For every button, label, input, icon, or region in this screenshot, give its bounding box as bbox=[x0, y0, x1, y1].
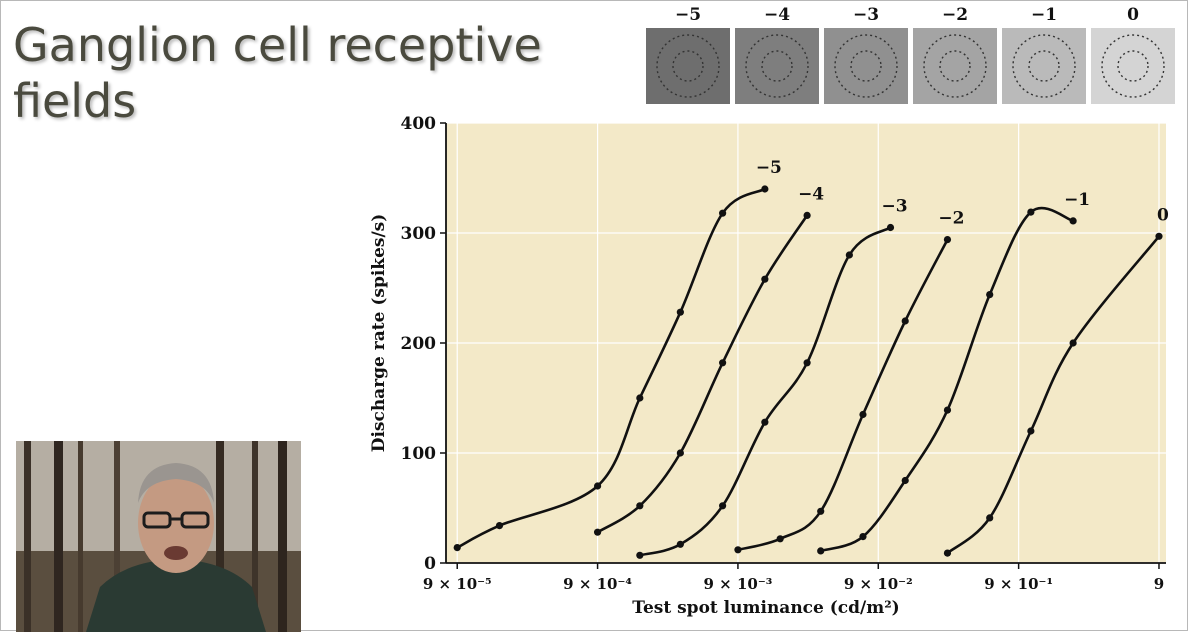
x-tick-label: 9 × 10⁻² bbox=[844, 575, 913, 593]
swatch-label: −2 bbox=[941, 5, 969, 25]
series-line: −5 bbox=[453, 158, 782, 552]
data-point bbox=[761, 418, 769, 426]
data-point bbox=[817, 507, 825, 515]
slide-title: Ganglion cell receptive fields bbox=[13, 18, 542, 128]
data-point bbox=[817, 547, 825, 555]
swatch-label: −4 bbox=[763, 5, 791, 25]
data-point bbox=[943, 406, 952, 414]
x-tick-label: 9 × 10⁻⁵ bbox=[423, 575, 492, 593]
data-point bbox=[803, 211, 811, 219]
data-point bbox=[453, 544, 461, 552]
data-point bbox=[1069, 339, 1077, 347]
data-point bbox=[943, 549, 952, 557]
data-point bbox=[636, 551, 644, 559]
x-tick-label: 9 × 10⁻⁴ bbox=[563, 575, 632, 593]
data-point bbox=[901, 476, 909, 485]
data-point bbox=[803, 359, 811, 367]
data-point bbox=[986, 514, 994, 522]
data-point bbox=[676, 540, 684, 548]
data-point bbox=[719, 502, 727, 510]
series-line: 0 bbox=[943, 205, 1169, 557]
data-point bbox=[719, 209, 727, 217]
stimulus-swatches: −5 −4 −3 −2 −1 0 bbox=[646, 1, 1186, 105]
swatch-label: −3 bbox=[852, 5, 880, 25]
series-curve bbox=[946, 235, 1160, 555]
series-line: −1 bbox=[817, 190, 1090, 555]
y-axis-label: Discharge rate (spikes/s) bbox=[369, 214, 389, 453]
data-point bbox=[593, 528, 602, 536]
data-point bbox=[676, 308, 684, 316]
y-tick-label: 200 bbox=[401, 334, 437, 354]
stimulus-swatch bbox=[735, 28, 819, 104]
data-point bbox=[986, 291, 994, 299]
y-tick-label: 400 bbox=[401, 114, 437, 134]
y-tick-label: 100 bbox=[401, 444, 437, 464]
presenter-webcam bbox=[16, 441, 301, 632]
series-label: −1 bbox=[1064, 190, 1090, 210]
series-line: −2 bbox=[734, 209, 965, 554]
y-tick-label: 0 bbox=[424, 554, 436, 574]
series-line: −3 bbox=[636, 197, 908, 559]
data-point bbox=[761, 185, 769, 193]
swatch-label: −5 bbox=[674, 5, 702, 25]
series-line: −4 bbox=[593, 184, 824, 536]
stimulus-swatch bbox=[824, 28, 908, 104]
swatch-label: −1 bbox=[1030, 5, 1058, 25]
data-point bbox=[845, 251, 853, 259]
x-axis-label: Test spot luminance (cd/m²) bbox=[632, 598, 899, 618]
data-point bbox=[719, 359, 727, 367]
data-point bbox=[495, 522, 504, 530]
data-point bbox=[676, 449, 684, 457]
data-point bbox=[776, 535, 784, 543]
data-point bbox=[636, 502, 644, 510]
data-point bbox=[1027, 208, 1035, 216]
presenter-video-frame bbox=[16, 441, 301, 632]
series-label: −4 bbox=[798, 184, 824, 204]
data-point bbox=[859, 533, 867, 541]
series-label: 0 bbox=[1157, 205, 1169, 225]
data-point bbox=[636, 394, 644, 402]
x-tick-label: 9 × 10⁻¹ bbox=[984, 575, 1053, 593]
data-point bbox=[1069, 217, 1077, 225]
data-point bbox=[734, 546, 742, 554]
y-tick-label: 300 bbox=[401, 224, 437, 244]
stimulus-swatch bbox=[646, 28, 730, 104]
data-point bbox=[593, 482, 602, 490]
data-point bbox=[943, 236, 952, 244]
x-tick-label: 9 × 10⁻³ bbox=[704, 575, 773, 593]
stimulus-swatch bbox=[913, 28, 997, 104]
data-point bbox=[761, 275, 769, 283]
luminance-response-chart: 0 100 200 300 400 9 × 10⁻⁵ 9 × 10⁻⁴ 9 × 10⁻³ 9 ×… bbox=[369, 114, 1169, 618]
stimulus-swatch bbox=[1002, 28, 1086, 104]
data-point bbox=[901, 317, 909, 325]
data-point bbox=[1155, 232, 1163, 240]
data-point bbox=[859, 410, 867, 419]
swatch-label: 0 bbox=[1127, 5, 1139, 25]
data-point bbox=[886, 223, 895, 232]
data-point bbox=[1027, 427, 1035, 435]
series-label: −2 bbox=[938, 209, 964, 229]
stimulus-swatch bbox=[1091, 28, 1175, 104]
series-label: −5 bbox=[756, 158, 782, 178]
series-label: −3 bbox=[881, 197, 907, 217]
x-tick-label: 9 bbox=[1154, 575, 1164, 593]
